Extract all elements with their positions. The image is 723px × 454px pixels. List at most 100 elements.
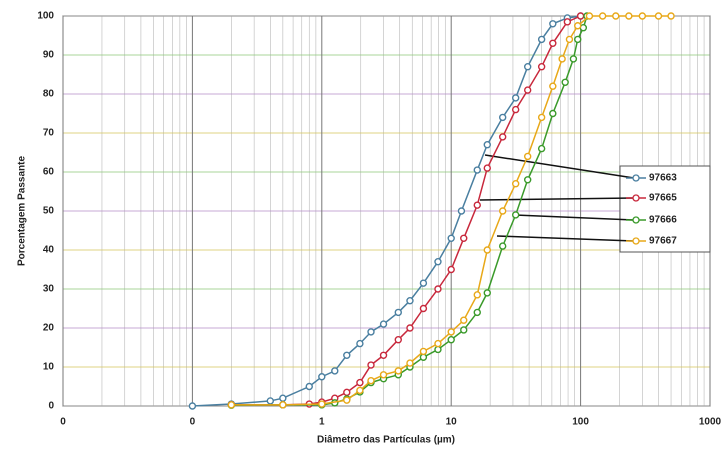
y-tick-label: 20 bbox=[43, 323, 55, 334]
x-axis-label: Diâmetro das Partículas (µm) bbox=[317, 435, 455, 446]
data-point bbox=[654, 12, 663, 20]
data-point bbox=[394, 336, 402, 344]
legend-label: 97663 bbox=[649, 173, 677, 184]
data-point bbox=[473, 291, 481, 299]
data-point bbox=[549, 82, 557, 90]
x-tick-label: 0 bbox=[190, 417, 196, 428]
legend-marker bbox=[632, 174, 640, 182]
data-point bbox=[576, 12, 585, 20]
y-tick-label: 70 bbox=[43, 128, 55, 139]
data-point bbox=[367, 376, 375, 385]
data-point bbox=[473, 201, 481, 209]
y-tick-label: 90 bbox=[43, 50, 55, 61]
data-point bbox=[565, 35, 574, 44]
data-point bbox=[447, 234, 455, 243]
data-point bbox=[498, 113, 507, 122]
x-tick-label: 0 bbox=[60, 417, 66, 428]
data-point bbox=[419, 279, 428, 287]
data-point bbox=[356, 378, 364, 387]
data-point bbox=[188, 402, 197, 410]
data-point bbox=[318, 400, 326, 408]
data-point bbox=[483, 140, 491, 149]
data-point bbox=[356, 339, 364, 348]
x-tick-label: 10 bbox=[446, 417, 458, 428]
data-point bbox=[460, 316, 468, 324]
data-point bbox=[394, 367, 402, 375]
data-point bbox=[523, 152, 532, 161]
legend-label: 97665 bbox=[649, 193, 677, 204]
data-point bbox=[498, 242, 507, 250]
data-point bbox=[561, 78, 569, 87]
y-tick-label: 10 bbox=[43, 362, 55, 373]
data-point bbox=[523, 86, 532, 94]
data-point bbox=[585, 12, 594, 20]
data-point bbox=[498, 207, 507, 215]
y-tick-label: 30 bbox=[43, 284, 55, 295]
data-point bbox=[483, 164, 491, 172]
data-point bbox=[511, 179, 520, 188]
data-point bbox=[483, 289, 491, 297]
data-point bbox=[549, 109, 557, 118]
leader-line bbox=[514, 214, 635, 221]
legend-label: 97667 bbox=[649, 236, 677, 247]
data-point bbox=[343, 351, 351, 359]
data-point bbox=[394, 308, 402, 317]
leader-line bbox=[496, 235, 635, 242]
data-point bbox=[457, 207, 466, 215]
data-point bbox=[419, 347, 428, 356]
data-point bbox=[266, 397, 275, 405]
data-point bbox=[318, 373, 326, 381]
y-tick-label: 0 bbox=[48, 401, 54, 412]
data-point bbox=[227, 401, 236, 409]
data-point bbox=[331, 367, 339, 375]
data-point bbox=[638, 12, 647, 20]
legend-marker bbox=[632, 216, 640, 224]
data-point bbox=[549, 39, 557, 47]
data-point bbox=[406, 297, 414, 305]
legend-marker bbox=[632, 194, 640, 202]
data-point bbox=[598, 12, 607, 20]
x-tick-label: 100 bbox=[572, 417, 589, 428]
data-point bbox=[483, 246, 491, 254]
data-point bbox=[558, 55, 566, 63]
x-tick-label: 1000 bbox=[699, 417, 722, 428]
data-point bbox=[498, 133, 507, 141]
data-point bbox=[563, 18, 572, 26]
data-point bbox=[537, 35, 546, 44]
data-point bbox=[367, 328, 375, 336]
data-point bbox=[574, 35, 582, 44]
data-point bbox=[343, 388, 351, 397]
data-point bbox=[569, 55, 578, 63]
y-tick-label: 50 bbox=[43, 206, 55, 217]
data-point bbox=[447, 328, 455, 336]
data-point bbox=[537, 113, 546, 122]
data-point bbox=[434, 285, 442, 293]
data-point bbox=[343, 396, 351, 404]
data-point bbox=[434, 339, 442, 348]
y-tick-label: 100 bbox=[37, 11, 54, 22]
data-point bbox=[537, 62, 546, 71]
data-point bbox=[434, 258, 442, 266]
y-axis-label: Porcentagem Passante bbox=[17, 156, 28, 266]
data-point bbox=[379, 371, 388, 379]
data-point bbox=[574, 22, 582, 30]
data-point bbox=[447, 336, 455, 344]
data-point bbox=[473, 166, 481, 174]
data-point bbox=[379, 351, 388, 359]
data-point bbox=[511, 94, 520, 102]
data-point bbox=[279, 394, 287, 402]
y-tick-label: 40 bbox=[43, 245, 55, 256]
data-point bbox=[667, 12, 675, 20]
data-point bbox=[523, 176, 532, 184]
data-point bbox=[473, 308, 481, 317]
data-point bbox=[279, 401, 287, 409]
data-point bbox=[434, 345, 442, 354]
data-point bbox=[523, 62, 532, 71]
data-point bbox=[419, 353, 428, 361]
data-point bbox=[625, 12, 633, 20]
data-point bbox=[537, 144, 546, 153]
legend-label: 97666 bbox=[649, 215, 677, 226]
data-point bbox=[549, 20, 557, 28]
data-point bbox=[406, 359, 414, 367]
